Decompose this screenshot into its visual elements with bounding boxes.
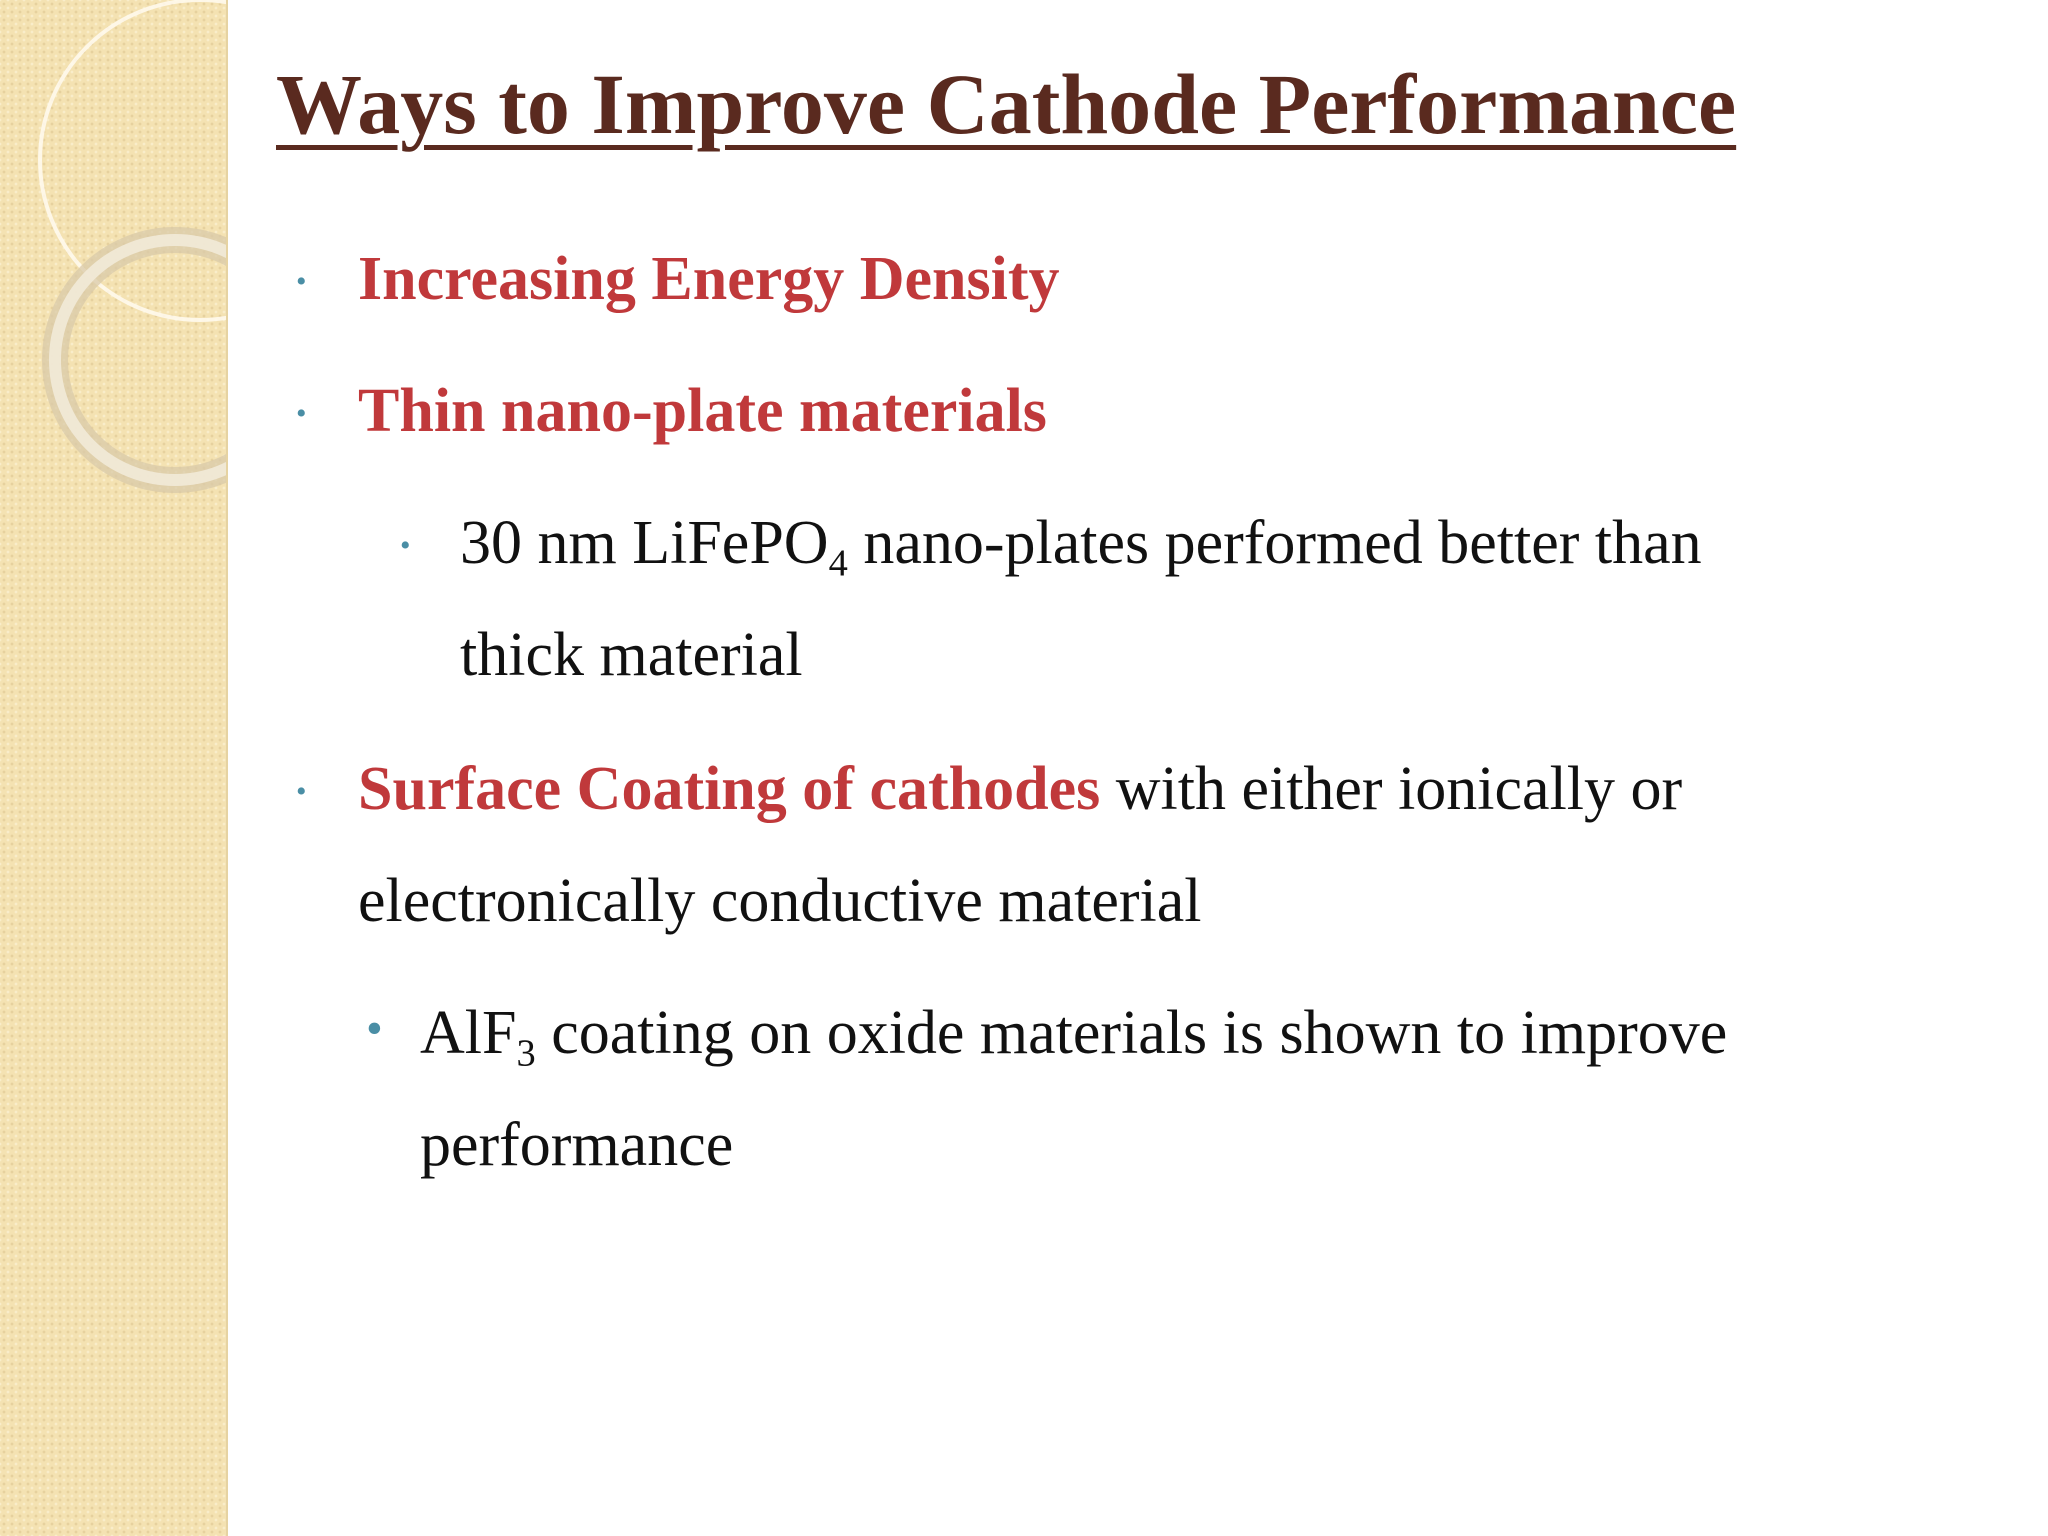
- bullet-dot: •: [296, 265, 307, 298]
- bullet-dot: •: [400, 529, 411, 562]
- subscript-3: 3: [516, 1032, 536, 1075]
- text-alf-prefix: AlF: [420, 999, 517, 1067]
- decorative-rings-graphic: [38, 0, 226, 493]
- bullet-dot: •: [366, 1002, 383, 1055]
- bullet-text: Increasing Energy Density: [358, 245, 1060, 313]
- bullet-text-line-1: AlF3 coating on oxide materials is shown…: [420, 998, 1728, 1073]
- text-lifepo-suffix: nano-plates performed better than: [847, 509, 1702, 577]
- bullet-dot: •: [296, 397, 307, 430]
- bullet-text: Thin nano-plate materials: [358, 377, 1047, 445]
- highlight-text: Surface Coating of cathodes: [358, 755, 1101, 823]
- subscript-4: 4: [828, 542, 848, 585]
- text-lifepo-prefix: 30 nm LiFePO: [460, 509, 829, 577]
- bullet-text-line-1: 30 nm LiFePO4 nano-plates performed bett…: [460, 508, 1702, 583]
- bullet-text-line-2: thick material: [460, 621, 803, 689]
- bullet-text-line-2: performance: [420, 1111, 734, 1179]
- regular-text: with either ionically or: [1100, 755, 1683, 823]
- slide-title: Ways to Improve Cathode Performance: [276, 56, 1737, 152]
- bullet-text-line-1: Surface Coating of cathodes with either …: [358, 754, 1682, 825]
- decorative-side-band: [0, 0, 228, 1536]
- bullet-dot: •: [296, 775, 307, 808]
- bullet-text-line-2: electronically conductive material: [358, 867, 1202, 935]
- text-alf-suffix: coating on oxide materials is shown to i…: [535, 999, 1728, 1067]
